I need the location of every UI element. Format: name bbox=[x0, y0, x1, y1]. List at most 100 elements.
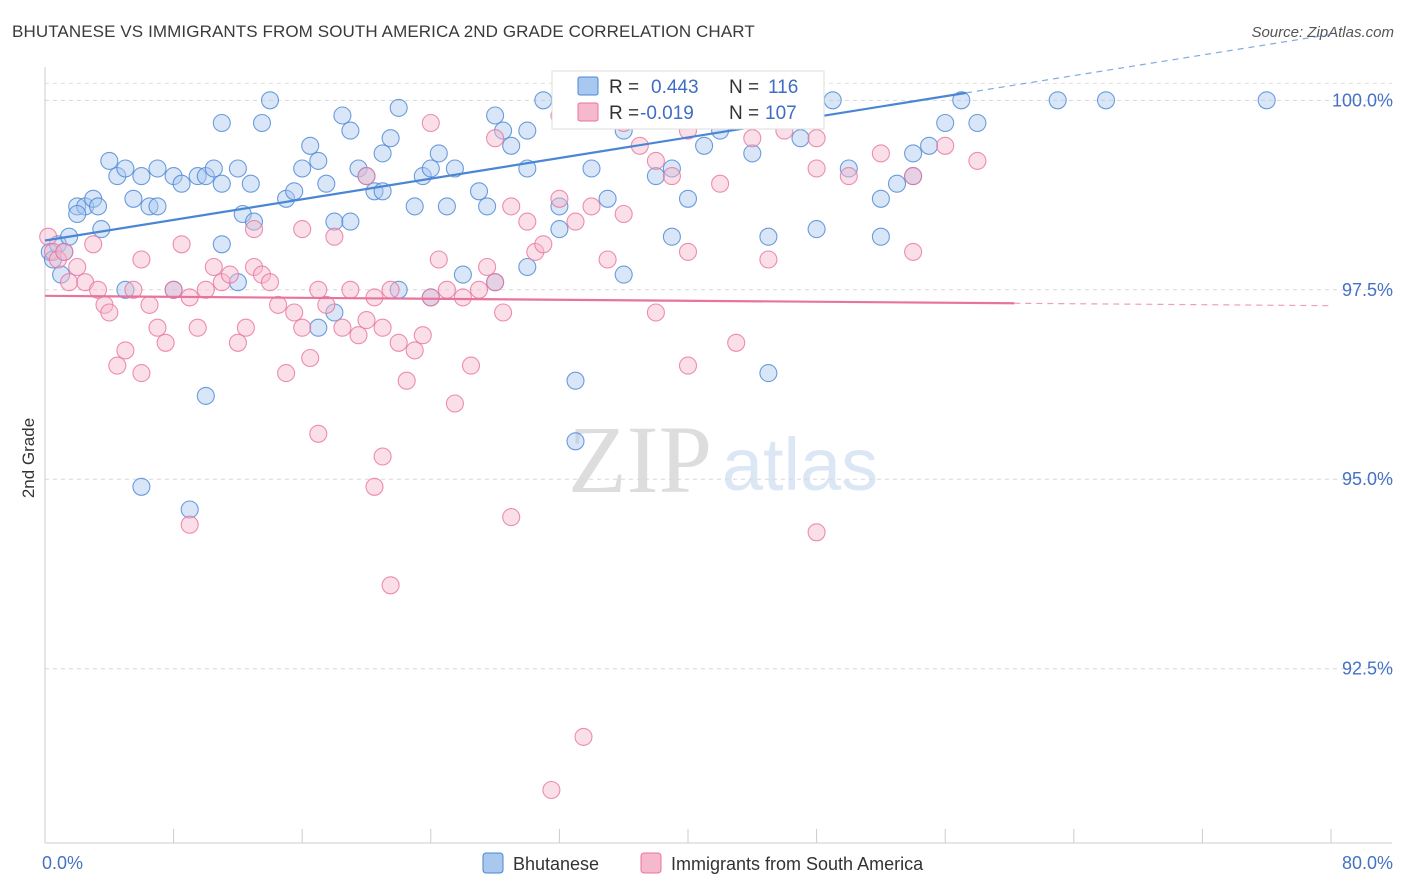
trend-bhutanese bbox=[44, 91, 967, 242]
point-south-america bbox=[325, 227, 344, 246]
y-tick-label: 92.5% bbox=[1342, 659, 1393, 679]
point-south-america bbox=[502, 197, 521, 216]
point-bhutanese bbox=[260, 91, 280, 110]
point-south-america bbox=[116, 341, 135, 360]
chart-title: BHUTANESE VS IMMIGRANTS FROM SOUTH AMERI… bbox=[12, 22, 755, 41]
point-bhutanese bbox=[662, 159, 681, 178]
point-bhutanese bbox=[116, 159, 135, 178]
y-tick-label: 97.5% bbox=[1342, 280, 1393, 300]
stats-n-value-south-america: 107 bbox=[765, 103, 797, 124]
point-bhutanese bbox=[241, 174, 260, 193]
point-south-america bbox=[365, 477, 384, 496]
point-south-america bbox=[39, 227, 58, 246]
point-bhutanese bbox=[759, 227, 778, 246]
point-south-america bbox=[405, 341, 424, 360]
point-south-america bbox=[397, 371, 416, 390]
point-bhutanese bbox=[421, 159, 440, 178]
stats-box: R = 0.443 N = 116 R = -0.019 N = 107 bbox=[551, 70, 825, 130]
legend-swatch-bhutanese[interactable] bbox=[482, 852, 504, 874]
watermark-zip: ZIP bbox=[568, 406, 712, 513]
point-south-america bbox=[429, 250, 448, 269]
point-bhutanese bbox=[373, 144, 392, 163]
point-south-america bbox=[188, 318, 207, 337]
stats-n-value-bhutanese: 116 bbox=[768, 77, 798, 98]
point-south-america bbox=[437, 280, 456, 299]
point-south-america bbox=[421, 288, 440, 307]
point-south-america bbox=[711, 174, 730, 193]
point-bhutanese bbox=[871, 227, 890, 246]
point-bhutanese bbox=[1048, 91, 1067, 110]
point-south-america bbox=[550, 189, 569, 208]
point-bhutanese bbox=[807, 220, 826, 239]
point-bhutanese bbox=[301, 136, 320, 155]
point-south-america bbox=[132, 250, 151, 269]
stats-r-label-2: R = bbox=[609, 103, 639, 124]
legend-swatch-south-america[interactable] bbox=[640, 852, 662, 874]
point-south-america bbox=[357, 167, 376, 186]
point-south-america bbox=[759, 250, 778, 269]
point-south-america bbox=[140, 295, 159, 314]
point-south-america bbox=[469, 280, 489, 299]
point-south-america bbox=[260, 273, 280, 292]
point-south-america bbox=[871, 144, 890, 163]
legend-label-bhutanese[interactable]: Bhutanese bbox=[513, 854, 599, 874]
point-south-america bbox=[678, 242, 698, 261]
point-bhutanese bbox=[148, 197, 167, 216]
point-bhutanese bbox=[695, 136, 714, 155]
point-bhutanese bbox=[212, 174, 231, 193]
point-bhutanese bbox=[1257, 91, 1276, 110]
point-south-america bbox=[60, 273, 79, 292]
point-bhutanese bbox=[429, 144, 448, 163]
point-south-america bbox=[381, 576, 400, 595]
point-south-america bbox=[486, 129, 505, 148]
point-south-america bbox=[566, 212, 585, 231]
point-south-america bbox=[478, 257, 497, 277]
point-bhutanese bbox=[88, 197, 108, 216]
point-south-america bbox=[156, 333, 175, 352]
point-south-america bbox=[502, 508, 521, 527]
point-bhutanese bbox=[437, 197, 456, 216]
point-south-america bbox=[421, 113, 440, 133]
point-bhutanese bbox=[100, 151, 119, 170]
point-bhutanese bbox=[469, 182, 489, 201]
chart-source: Source: ZipAtlas.com bbox=[1251, 24, 1394, 41]
point-bhutanese bbox=[678, 189, 698, 208]
point-bhutanese bbox=[566, 371, 585, 390]
point-south-america bbox=[204, 257, 223, 277]
point-south-america bbox=[807, 129, 826, 148]
point-south-america bbox=[108, 356, 127, 375]
point-south-america bbox=[598, 250, 617, 269]
point-south-america bbox=[936, 136, 955, 155]
trend-south-america-extension bbox=[1014, 302, 1332, 307]
stats-swatch-bhutanese bbox=[577, 76, 599, 96]
point-south-america bbox=[148, 318, 167, 337]
point-south-america bbox=[678, 356, 698, 375]
point-south-america bbox=[277, 364, 296, 383]
legend-label-south-america[interactable]: Immigrants from South America bbox=[671, 854, 924, 874]
point-south-america bbox=[88, 280, 108, 299]
point-bhutanese bbox=[124, 189, 143, 208]
point-bhutanese bbox=[646, 167, 665, 186]
point-bhutanese bbox=[743, 144, 762, 163]
point-bhutanese bbox=[325, 212, 344, 231]
stats-r-value-bhutanese: 0.443 bbox=[651, 77, 699, 98]
point-south-america bbox=[220, 265, 239, 284]
point-bhutanese bbox=[550, 197, 569, 216]
axes bbox=[44, 67, 1392, 844]
point-south-america bbox=[646, 303, 665, 322]
y-axis-label: 2nd Grade bbox=[19, 418, 38, 498]
point-south-america bbox=[124, 280, 143, 299]
point-bhutanese bbox=[381, 129, 400, 148]
point-bhutanese bbox=[212, 235, 231, 254]
point-south-america bbox=[341, 280, 360, 299]
point-south-america bbox=[486, 273, 505, 292]
point-south-america bbox=[180, 515, 199, 534]
y-tick-label: 95.0% bbox=[1342, 469, 1393, 489]
point-bhutanese bbox=[871, 189, 890, 208]
point-south-america bbox=[317, 295, 336, 314]
point-bhutanese bbox=[172, 174, 191, 193]
point-south-america bbox=[461, 356, 481, 375]
point-south-america bbox=[172, 235, 191, 254]
point-south-america bbox=[285, 303, 304, 322]
